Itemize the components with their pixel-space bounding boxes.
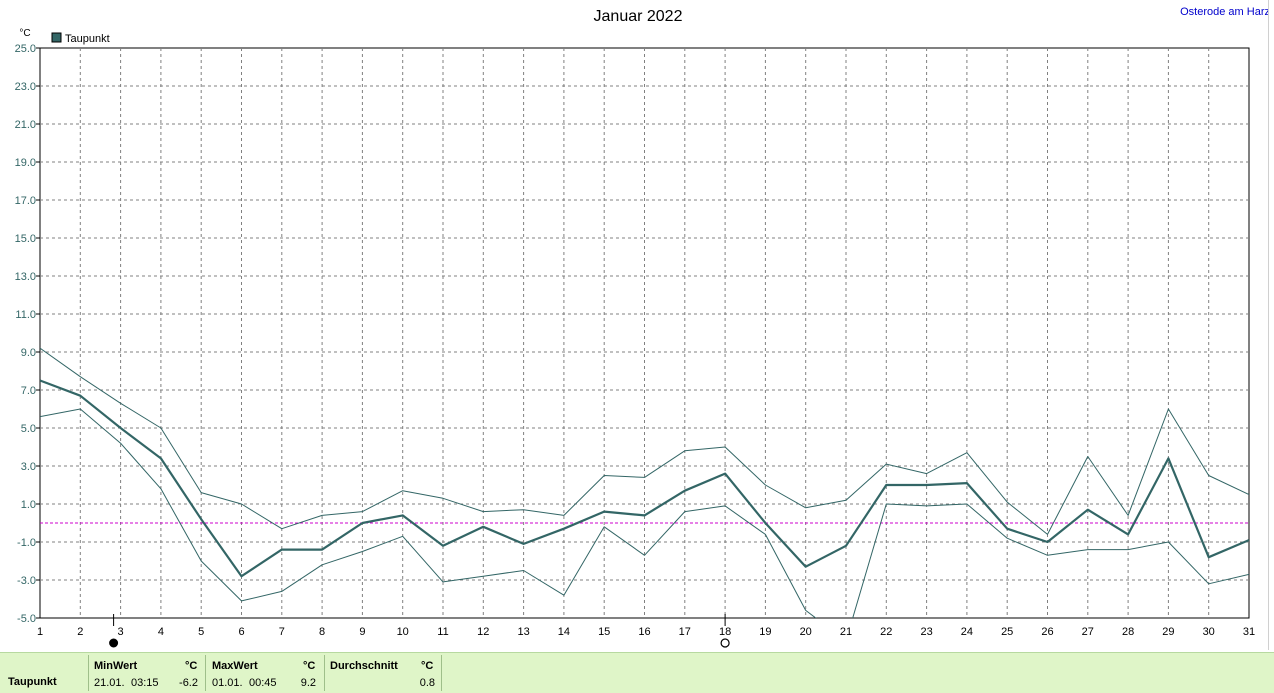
- x-tick-label: 13: [517, 626, 529, 638]
- y-tick-label: 19.0: [15, 157, 36, 169]
- legend-swatch: [51, 32, 62, 43]
- x-tick-label: 9: [359, 626, 365, 638]
- min-time: 03:15: [131, 677, 159, 689]
- x-tick-label: 21: [840, 626, 852, 638]
- y-tick-label: 25.0: [15, 43, 36, 55]
- y-tick-label: 9.0: [21, 347, 36, 359]
- x-tick-label: 27: [1082, 626, 1094, 638]
- x-tick-label: 4: [158, 626, 164, 638]
- y-axis-unit: °C: [19, 28, 30, 39]
- x-tick-label: 14: [558, 626, 570, 638]
- legend-label: Taupunkt: [65, 33, 110, 45]
- x-tick-label: 31: [1243, 626, 1255, 638]
- x-tick-label: 28: [1122, 626, 1134, 638]
- min-unit: °C: [185, 660, 198, 672]
- stats-divider: [88, 655, 89, 691]
- y-tick-label: -3.0: [17, 575, 36, 587]
- y-tick-label: 11.0: [15, 309, 36, 321]
- x-tick-label: 26: [1041, 626, 1053, 638]
- x-tick-label: 6: [238, 626, 244, 638]
- x-tick-label: 25: [1001, 626, 1013, 638]
- series-group: [40, 347, 1249, 618]
- max-value: 9.2: [300, 677, 316, 689]
- min-header: MinWert: [94, 660, 138, 672]
- avg-value: 0.8: [419, 677, 435, 689]
- y-tick-label: 3.0: [21, 461, 36, 473]
- x-tick-label: 3: [118, 626, 124, 638]
- chart-canvas: Januar 2022 °C Taupunkt 25.023.021.019.0…: [15, 8, 1255, 648]
- day-markers: [109, 614, 730, 648]
- stats-divider: [441, 655, 442, 691]
- min-value: -6.2: [179, 677, 198, 689]
- x-tick-label: 16: [638, 626, 650, 638]
- x-tick-label: 20: [800, 626, 812, 638]
- x-tick-label: 7: [279, 626, 285, 638]
- y-tick-label: 15.0: [15, 233, 36, 245]
- x-tick-label: 19: [759, 626, 771, 638]
- filled-circle-marker: [109, 638, 119, 648]
- stats-row-label: Taupunkt: [8, 676, 57, 688]
- x-tick-label: 24: [961, 626, 973, 638]
- y-tick-label: 23.0: [15, 81, 36, 93]
- stats-divider: [324, 655, 325, 691]
- avg-unit: °C: [421, 660, 434, 672]
- x-tick-label: 29: [1162, 626, 1174, 638]
- x-tick-label: 17: [679, 626, 691, 638]
- x-tick-label: 11: [437, 626, 448, 638]
- x-tick-label: 18: [719, 626, 731, 638]
- side-strip: [1268, 0, 1274, 650]
- y-tick-label: 21.0: [15, 119, 36, 131]
- series-line-min: [40, 408, 1249, 618]
- max-time: 00:45: [249, 677, 277, 689]
- max-date: 01.01.: [212, 677, 243, 689]
- max-header: MaxWert: [212, 660, 258, 672]
- y-tick-label: 7.0: [21, 385, 36, 397]
- x-tick-label: 2: [77, 626, 83, 638]
- x-tick-label: 5: [198, 626, 204, 638]
- stats-divider: [205, 655, 206, 691]
- series-line-max: [40, 347, 1249, 535]
- x-tick-label: 10: [397, 626, 409, 638]
- series-line-mean: [40, 379, 1249, 578]
- x-tick-label: 12: [477, 626, 489, 638]
- open-circle-marker: [720, 638, 730, 648]
- stats-panel: Taupunkt MinWert °C 21.01. 03:15 -6.2 Ma…: [0, 652, 1274, 693]
- y-tick-label: 1.0: [21, 499, 36, 511]
- station-name: Osterode am Harz: [1180, 6, 1270, 18]
- y-tick-label: 13.0: [15, 271, 36, 283]
- x-tick-label: 30: [1203, 626, 1215, 638]
- y-tick-label: -1.0: [17, 537, 36, 549]
- x-tick-label: 22: [880, 626, 892, 638]
- x-tick-label: 15: [598, 626, 610, 638]
- y-tick-label: 5.0: [21, 423, 36, 435]
- max-unit: °C: [303, 660, 316, 672]
- x-axis-ticks: 1 2 3 4 5 6 7 8 9 10 11 12 13 14 15 16 17 18 19 20 21 22 23 24 2…: [37, 626, 1255, 638]
- x-tick-label: 23: [920, 626, 932, 638]
- x-tick-label: 8: [319, 626, 325, 638]
- grid: [39, 47, 1250, 619]
- avg-header: Durchschnitt: [330, 660, 398, 672]
- y-tick-label: 17.0: [15, 195, 36, 207]
- chart-title: Januar 2022: [594, 8, 683, 25]
- y-tick-label: -5.0: [17, 613, 36, 625]
- x-tick-label: 1: [37, 626, 43, 638]
- min-date: 21.01.: [94, 677, 125, 689]
- y-axis-ticks: 25.0 23.0 21.0 19.0 17.0 15.0 13.0 11.0 9.0 7.0 5.…: [15, 43, 40, 625]
